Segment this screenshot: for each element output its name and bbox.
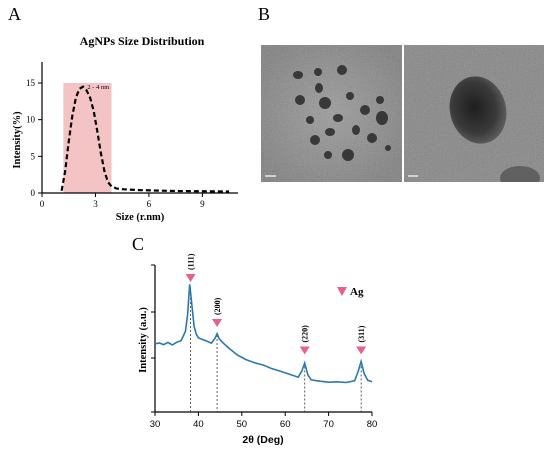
peak-label: (311) <box>357 325 366 342</box>
chart-c-x-tick-label: 40 <box>193 419 204 430</box>
chart-a-y-tick-label: 0 <box>31 188 36 198</box>
size-range-annotation: 2 - 4 nm <box>87 84 109 91</box>
panel-b-letter: B <box>258 4 270 24</box>
chart-a-y-tick-label: 15 <box>26 78 36 88</box>
panel-c-letter: C <box>132 234 144 254</box>
ag-peak-marker-icon <box>299 346 310 355</box>
peak-label: (111) <box>187 253 196 270</box>
chart-c-x-tick-label: 80 <box>367 419 378 430</box>
size-distribution-chart: AgNPs Size Distribution 0 3 6 9 0 5 10 15 2 - 4… <box>12 34 238 223</box>
ag-legend-label: Ag <box>350 286 364 298</box>
tem-image-high-mag <box>404 45 544 182</box>
chart-a-x-tick-label: 9 <box>200 199 205 209</box>
ag-peak-marker-icon <box>212 319 223 327</box>
chart-a-xlabel: Size (r.nm) <box>116 212 165 223</box>
chart-a-y-tick-label: 5 <box>31 151 36 161</box>
chart-a-title: AgNPs Size Distribution <box>80 34 205 48</box>
chart-a-y-tick-label: 10 <box>26 115 36 125</box>
ag-peak-marker-icon <box>185 274 196 282</box>
tem-image-low-mag <box>261 45 402 182</box>
chart-a-ylabel: Intensity(%) <box>12 111 23 169</box>
ag-legend-marker-icon <box>337 287 347 296</box>
chart-c-x-tick-label: 30 <box>150 419 161 430</box>
chart-c-x-tick-label: 70 <box>323 419 334 430</box>
chart-c-x-tick-label: 60 <box>280 419 291 430</box>
chart-a-x-tick-label: 0 <box>40 199 45 209</box>
size-distribution-series <box>60 85 230 193</box>
chart-a-x-tick-label: 6 <box>147 199 152 209</box>
chart-c-ylabel: Intensity (a.u.) <box>138 307 149 373</box>
xrd-series <box>154 284 373 384</box>
xrd-chart: 30 40 50 60 70 80 (111) (200) (220) (311) Ag 2θ … <box>138 253 377 446</box>
panel-a-letter: A <box>8 4 21 24</box>
peak-label: (220) <box>301 325 310 343</box>
ag-peak-marker-icon <box>356 346 367 355</box>
chart-c-xlabel: 2θ (Deg) <box>242 434 283 446</box>
size-range-highlight <box>63 83 112 193</box>
chart-a-x-tick-label: 3 <box>93 199 98 209</box>
peak-label: (200) <box>213 297 222 315</box>
chart-c-x-tick-label: 50 <box>237 419 248 430</box>
